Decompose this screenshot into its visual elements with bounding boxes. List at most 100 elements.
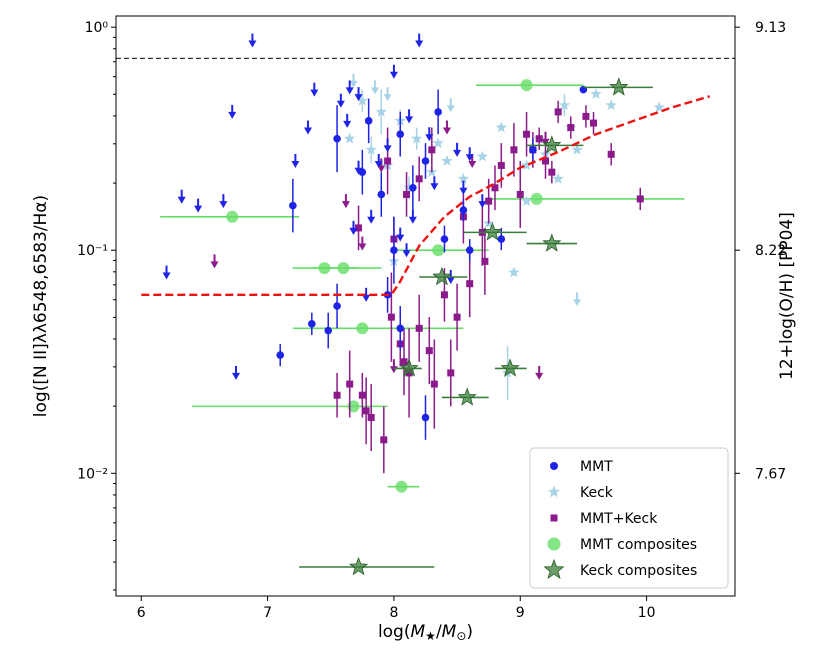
mmt-composite-point [337, 262, 350, 275]
mmt-point [529, 146, 537, 154]
mmt-keck-point [542, 157, 550, 165]
mmt-composite-point [395, 480, 408, 493]
legend-marker [550, 514, 558, 522]
keck-point [520, 195, 533, 206]
legend-label: MMT [580, 459, 613, 475]
mmt-keck-point [567, 124, 575, 132]
keck-point [520, 159, 533, 171]
mmt-upper-limit-head [345, 87, 354, 95]
mmt-keck-point [387, 313, 395, 321]
mmt-point [377, 190, 386, 199]
mmt-upper-limit-head [415, 40, 424, 48]
mmt-upper-limit-head [310, 89, 319, 97]
mmt-keck-point [362, 407, 370, 415]
mmt-keck-point [548, 168, 556, 176]
keck-composite-point [500, 358, 520, 377]
mmt-keck-point [384, 157, 392, 165]
mmt-composite-point [530, 192, 543, 205]
mmt-upper-limit-head [459, 187, 468, 195]
mmt-upper-limit-head [343, 120, 352, 128]
mmt-keck-upper-limit-head [389, 366, 398, 374]
mmt-upper-limit-head [374, 161, 383, 168]
y-tick-label: 10⁻² [77, 466, 108, 482]
mmt-upper-limit-head [248, 40, 257, 48]
mmt-upper-limit-head [425, 134, 434, 142]
mmt-point [465, 246, 474, 255]
keck-point [653, 101, 665, 113]
mmt-keck-point [607, 150, 615, 158]
mmt-keck-upper-limit-head [358, 243, 367, 251]
mmt-keck-point [510, 146, 518, 154]
mmt-upper-limit-head [389, 71, 398, 79]
mmt-upper-limit-head [362, 294, 371, 302]
keck-point [375, 105, 387, 117]
y-tick-label: 10⁻¹ [77, 243, 108, 259]
mmt-keck-point [535, 135, 543, 143]
legend-marker [543, 558, 565, 580]
y-axis-label: log([N II]λλ6548,6583/Hα) [31, 195, 51, 417]
mmt-composite-point [347, 400, 360, 413]
keck-point [356, 94, 368, 106]
mmt-keck-point [425, 347, 433, 355]
mmt-point [390, 246, 398, 255]
mmt-keck-point [405, 369, 413, 377]
mmt-point [497, 235, 506, 243]
keck-point [457, 172, 470, 184]
mmt-composite-point [432, 244, 445, 257]
mmt-point [434, 108, 442, 116]
mmt-keck-point [400, 358, 408, 366]
mmt-keck-point [403, 190, 411, 198]
keck-composite-point [399, 358, 419, 377]
mmt-keck-upper-limit-head [442, 127, 451, 135]
mmt-keck-upper-limit-head [468, 161, 477, 168]
mmt-keck-point [380, 436, 388, 444]
keck-upper-limit-head [370, 87, 379, 95]
keck-point [552, 172, 564, 184]
mmt-keck-point [453, 313, 461, 321]
mmt-keck-point [355, 224, 363, 232]
right-axis-label: 12+log(O/H) [PP04] [777, 212, 797, 380]
mmt-keck-point [358, 391, 366, 399]
mmt-keck-point [485, 197, 493, 205]
mmt-upper-limit-head [336, 100, 345, 108]
keck-composite-point [542, 135, 562, 154]
mmt-keck-upper-limit-head [377, 165, 386, 173]
x-tick-label: 8 [389, 605, 398, 621]
mmt-upper-limit-head [232, 372, 241, 380]
mmt-upper-limit-head [304, 127, 313, 135]
keck-point [558, 99, 571, 111]
keck-composite-point [457, 387, 477, 406]
mmt-keck-point [516, 190, 524, 198]
legend-label: Keck [580, 485, 614, 501]
mmt-keck-point [466, 280, 474, 288]
legend-marker [550, 462, 558, 470]
mmt-keck-point [497, 161, 505, 169]
mmt-composite-point [520, 79, 533, 92]
legend: MMT Keck MMT+Keck MMT composites Keck compos… [529, 447, 729, 589]
mmt-upper-limit-head [430, 183, 439, 191]
mmt-keck-point [430, 380, 438, 388]
mmt-keck-point [415, 324, 423, 332]
mmt-keck-point [428, 146, 436, 154]
keck-upper-limit-head [446, 105, 455, 113]
mmt-upper-limit-head [228, 111, 237, 119]
mmt-upper-limit-head [396, 234, 405, 242]
mmt-keck-point [582, 112, 590, 120]
mmt-point [421, 157, 430, 165]
mmt-composite-point [226, 210, 239, 223]
legend-label: Keck composites [580, 563, 697, 579]
x-tick-label: 10 [638, 605, 656, 621]
keck-point [365, 143, 377, 155]
mmt-upper-limit-head [383, 145, 392, 153]
mmt-upper-limit-head [177, 196, 186, 204]
legend-marker [547, 485, 561, 498]
chart-marks [116, 33, 735, 576]
mmt-upper-limit-head [446, 277, 455, 284]
mmt-composite-point [356, 322, 369, 335]
mmt-point [333, 134, 341, 143]
keck-point [432, 137, 444, 148]
keck-point [344, 132, 356, 144]
mmt-upper-limit-head [354, 167, 363, 175]
fit-curve [141, 95, 711, 296]
